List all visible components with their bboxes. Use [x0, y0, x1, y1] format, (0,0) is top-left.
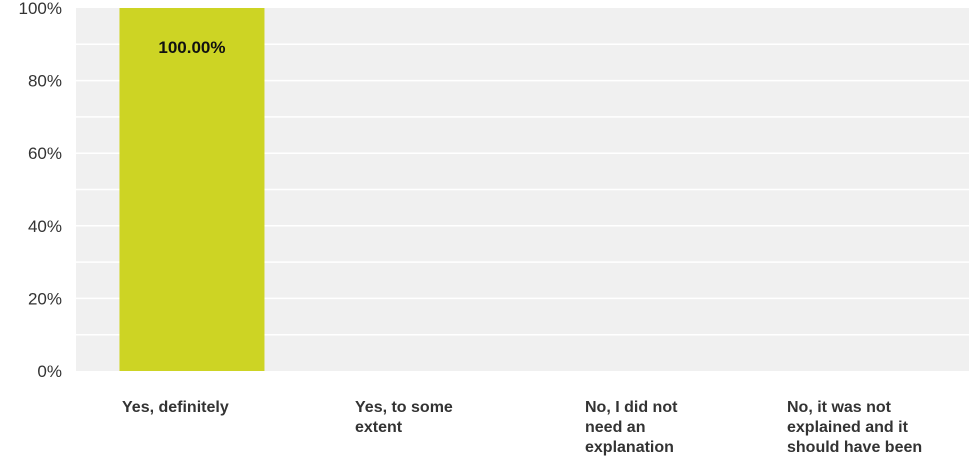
y-tick-label: 60% — [28, 144, 62, 163]
y-tick-label: 20% — [28, 289, 62, 308]
x-category-label-line: should have been — [787, 439, 922, 456]
bars — [119, 8, 265, 371]
y-tick-label: 40% — [28, 217, 62, 236]
x-category-label-line: Yes, definitely — [122, 399, 229, 416]
x-category-label-line: explained and it — [787, 419, 909, 436]
y-tick-label: 100% — [19, 0, 62, 18]
x-axis-categories: Yes, definitely Yes, to some extent No, I d… — [122, 399, 922, 456]
data-label: 100.00% — [158, 38, 225, 57]
x-category-label: Yes, to some extent — [355, 399, 453, 436]
x-category-label-line: need an — [585, 419, 645, 436]
x-category-label-line: No, I did not — [585, 399, 678, 416]
x-category-label: Yes, definitely — [122, 399, 229, 416]
y-axis-ticks: 0% 20% 40% 60% 80% 100% — [19, 0, 62, 381]
x-category-label-line: extent — [355, 419, 403, 436]
bar — [119, 8, 265, 371]
x-category-label-line: explanation — [585, 439, 674, 456]
x-category-label: No, I did not need an explanation — [585, 399, 678, 456]
y-tick-label: 80% — [28, 72, 62, 91]
data-labels: 100.00% — [158, 38, 225, 57]
x-category-label-line: Yes, to some — [355, 399, 453, 416]
x-category-label: No, it was not explained and it should hav… — [787, 399, 922, 456]
x-category-label-line: No, it was not — [787, 399, 892, 416]
y-tick-label: 0% — [37, 362, 62, 381]
